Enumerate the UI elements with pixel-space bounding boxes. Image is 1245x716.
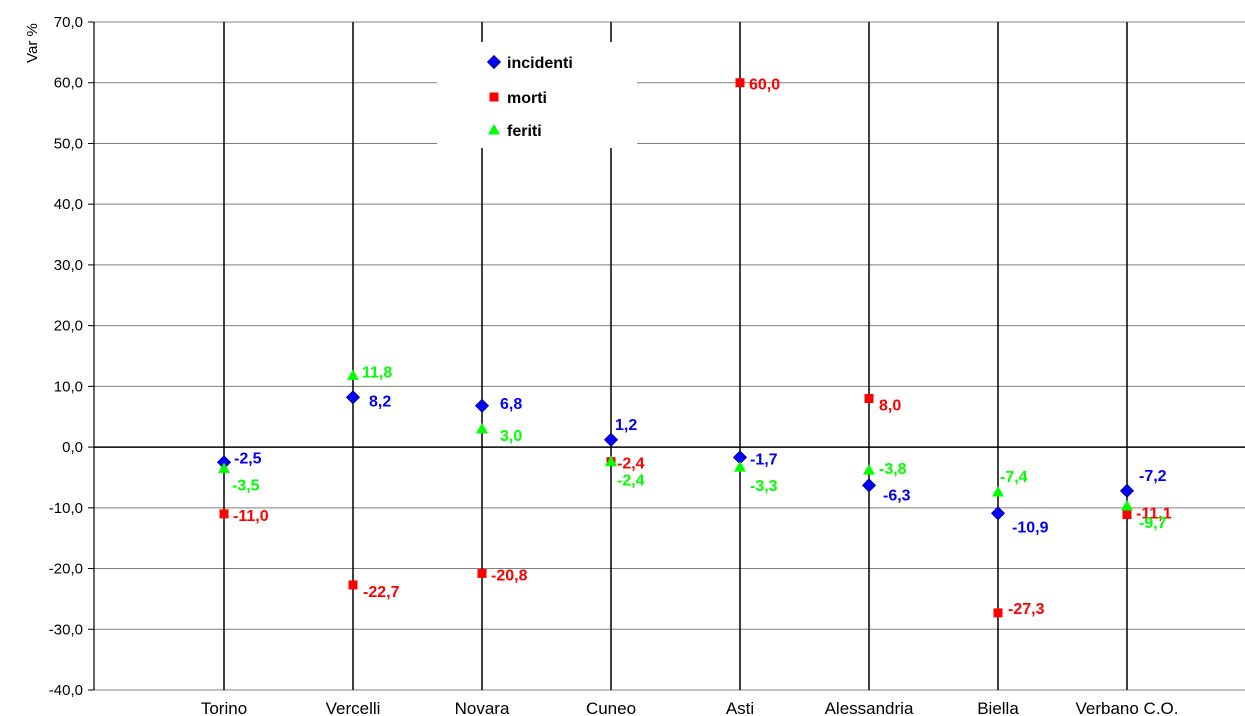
morti-data-label: -2,4 <box>617 456 645 473</box>
morti-marker <box>348 580 358 590</box>
y-tick-label: 60,0 <box>54 75 83 92</box>
legend-incidenti-marker <box>486 54 502 70</box>
x-tick-label: Verbano C.O. <box>1075 699 1178 716</box>
morti-marker <box>735 78 745 88</box>
feriti-data-label: -7,4 <box>1000 469 1028 486</box>
morti-data-label: 60,0 <box>749 77 780 94</box>
incidenti-data-label: 8,2 <box>369 393 391 410</box>
incidenti-data-label: -7,2 <box>1139 468 1167 485</box>
y-tick-label: 30,0 <box>54 257 83 274</box>
feriti-data-label: -2,4 <box>617 473 645 490</box>
feriti-data-label: 3,0 <box>500 428 522 445</box>
feriti-data-label: -3,8 <box>879 461 907 478</box>
legend-box <box>437 42 637 148</box>
y-tick-label: -20,0 <box>49 561 83 578</box>
y-tick-label: 0,0 <box>62 439 83 456</box>
x-tick-label: Torino <box>201 699 247 716</box>
morti-data-label: -20,8 <box>491 567 528 584</box>
incidenti-data-label: 6,8 <box>500 396 522 413</box>
x-tick-label: Cuneo <box>586 699 636 716</box>
incidenti-data-label: -1,7 <box>750 451 778 468</box>
incidenti-marker <box>861 478 877 493</box>
incidenti-data-label: -2,5 <box>234 450 262 467</box>
feriti-data-label: -9,7 <box>1139 515 1167 532</box>
feriti-data-label: -3,5 <box>232 477 260 494</box>
incidenti-marker <box>1119 483 1135 498</box>
incidenti-marker <box>603 432 619 447</box>
morti-marker <box>219 509 229 519</box>
x-tick-label: Asti <box>726 699 754 716</box>
morti-marker <box>1122 509 1132 519</box>
y-tick-label: 70,0 <box>54 14 83 31</box>
feriti-marker <box>1121 499 1133 511</box>
incidenti-data-label: -6,3 <box>883 487 911 504</box>
incidenti-marker <box>474 398 490 413</box>
feriti-marker <box>734 461 746 472</box>
y-tick-label: 40,0 <box>54 196 83 213</box>
incidenti-marker <box>990 506 1006 521</box>
legend-morti-marker <box>489 92 499 102</box>
feriti-marker <box>605 455 617 467</box>
feriti-marker <box>476 422 488 434</box>
morti-marker <box>993 608 1003 618</box>
y-tick-label: -40,0 <box>49 682 83 699</box>
incidenti-marker <box>345 390 361 405</box>
x-tick-label: Biella <box>977 699 1019 716</box>
morti-marker <box>477 568 487 578</box>
feriti-marker <box>347 369 359 380</box>
feriti-data-label: -3,3 <box>750 478 778 495</box>
y-tick-label: -30,0 <box>49 621 83 638</box>
y-tick-label: 50,0 <box>54 135 83 152</box>
x-tick-label: Vercelli <box>326 699 381 716</box>
x-tick-label: Novara <box>455 699 510 716</box>
legend-feriti-label: feriti <box>507 123 542 140</box>
feriti-marker <box>218 462 230 473</box>
legend-incidenti-label: incidenti <box>507 55 573 72</box>
y-tick-label: -10,0 <box>49 500 83 517</box>
morti-data-label: -22,7 <box>363 584 400 601</box>
feriti-marker <box>863 464 875 475</box>
x-tick-label: Alessandria <box>825 699 914 716</box>
morti-data-label: -27,3 <box>1008 601 1045 618</box>
incidenti-data-label: -10,9 <box>1012 519 1049 536</box>
incidenti-data-label: 1,2 <box>615 417 637 434</box>
legend-morti-label: morti <box>507 90 547 107</box>
morti-marker <box>864 394 874 404</box>
y-tick-label: 10,0 <box>54 378 83 395</box>
morti-data-label: -11,1 <box>1136 505 1172 522</box>
feriti-data-label: 11,8 <box>362 364 392 381</box>
legend-feriti-marker <box>488 124 500 135</box>
morti-data-label: -11,0 <box>233 508 269 525</box>
y-tick-label: 20,0 <box>54 318 83 335</box>
feriti-marker <box>992 486 1004 497</box>
morti-data-label: 8,0 <box>879 398 901 415</box>
y-axis-label: Var % <box>24 23 41 63</box>
